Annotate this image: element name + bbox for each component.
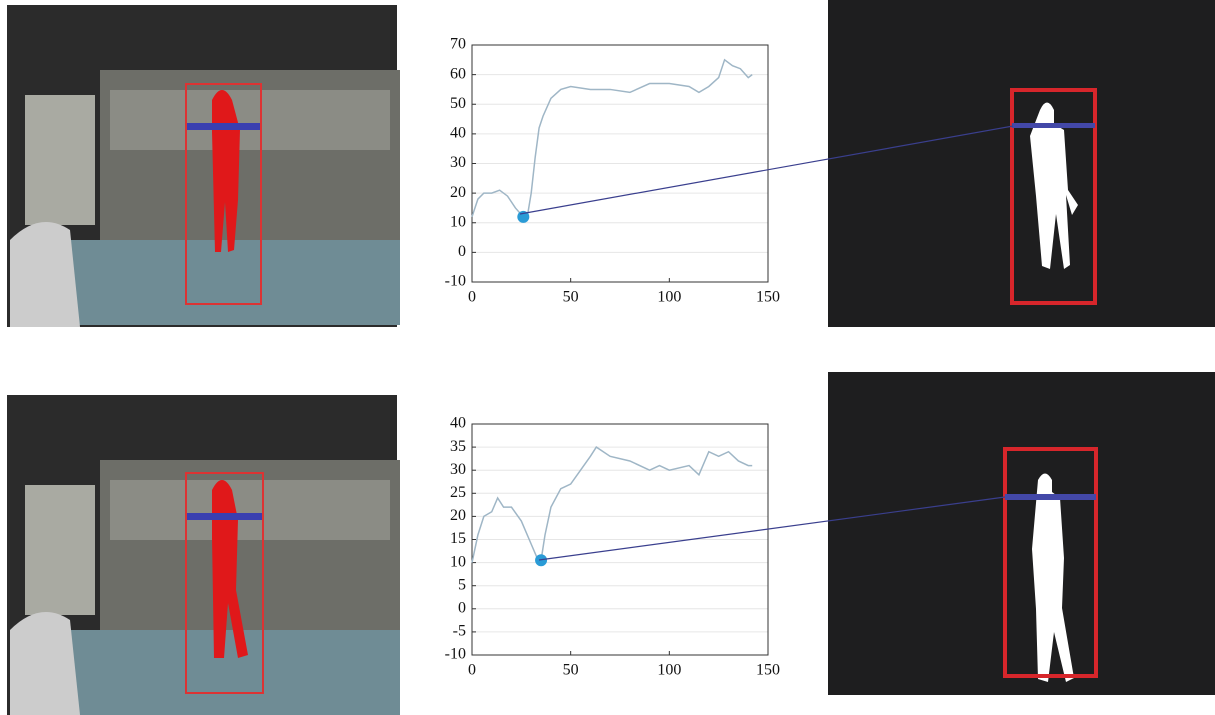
data-line xyxy=(471,58,753,218)
y-tick-label: -10 xyxy=(445,273,466,290)
y-tick-label: 20 xyxy=(450,184,466,201)
y-tick-label: 20 xyxy=(450,507,466,524)
y-tick-label: 25 xyxy=(450,484,466,501)
axes-frame xyxy=(471,423,769,656)
x-tick-label: 150 xyxy=(756,289,780,306)
data-line xyxy=(471,446,753,563)
x-tick-label: 50 xyxy=(563,662,579,679)
y-tick-label: 5 xyxy=(458,576,466,593)
depth-photo xyxy=(7,5,400,327)
x-tick-label: 150 xyxy=(756,662,780,679)
y-tick-label: 0 xyxy=(458,243,466,260)
y-tick-label: 60 xyxy=(450,65,466,82)
silhouette-panel xyxy=(828,0,1215,327)
y-tick-label: 10 xyxy=(450,213,466,230)
silhouette-panel xyxy=(828,372,1215,695)
y-tick-label: -10 xyxy=(445,646,466,663)
y-tick-label: 40 xyxy=(450,415,466,432)
y-tick-label: 30 xyxy=(450,154,466,171)
y-tick-label: 50 xyxy=(450,95,466,112)
y-tick-label: 15 xyxy=(450,530,466,547)
y-tick-label: -5 xyxy=(453,623,466,640)
y-tick-label: 40 xyxy=(450,125,466,142)
x-tick-label: 100 xyxy=(657,662,681,679)
y-tick-label: 10 xyxy=(450,553,466,570)
x-tick-label: 50 xyxy=(563,289,579,306)
y-tick-label: 30 xyxy=(450,461,466,478)
x-tick-label: 0 xyxy=(468,289,476,306)
connector xyxy=(519,125,1014,215)
axes-frame xyxy=(471,44,769,283)
x-tick-label: 0 xyxy=(468,662,476,679)
x-tick-label: 100 xyxy=(657,289,681,306)
y-tick-label: 70 xyxy=(450,36,466,53)
y-tick-label: 35 xyxy=(450,438,466,455)
y-tick-label: 0 xyxy=(458,599,466,616)
depth-photo xyxy=(7,395,400,715)
connector xyxy=(538,496,1006,561)
